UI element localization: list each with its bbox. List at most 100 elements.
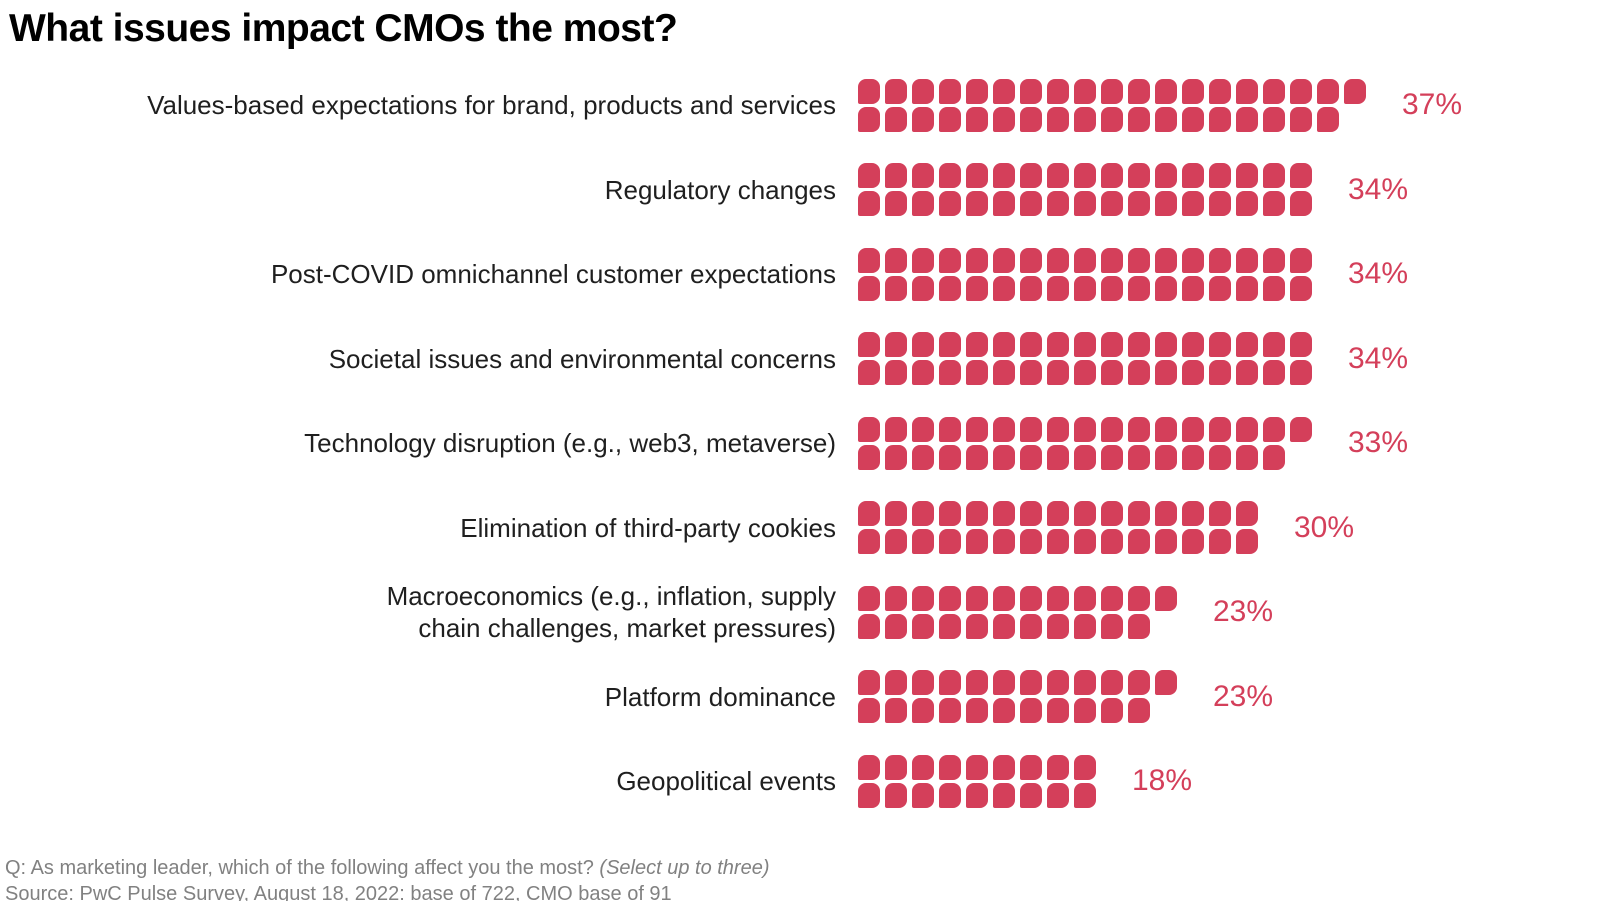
unit-square	[1182, 360, 1204, 386]
unit-square	[1101, 529, 1123, 555]
unit-square	[1182, 275, 1204, 301]
unit-square	[1155, 332, 1177, 358]
unit-square	[885, 782, 907, 808]
unit-square	[1182, 501, 1204, 527]
unit-square	[1047, 613, 1069, 639]
chart-row: Technology disruption (e.g., web3, metav…	[0, 401, 1601, 486]
unit-square	[939, 163, 961, 189]
unit-square	[1155, 585, 1177, 611]
chart-footer: Q: As marketing leader, which of the fol…	[5, 855, 1601, 901]
unit-square	[1074, 698, 1096, 724]
unit-square	[993, 529, 1015, 555]
unit-square	[1290, 247, 1312, 273]
pictogram-bar	[858, 501, 1258, 555]
unit-square	[1155, 360, 1177, 386]
chart-row: Values-based expectations for brand, pro…	[0, 63, 1601, 148]
unit-square	[1074, 360, 1096, 386]
unit-square	[939, 275, 961, 301]
unit-square	[966, 247, 988, 273]
unit-square	[1020, 782, 1042, 808]
unit-square	[1020, 275, 1042, 301]
unit-square	[1128, 78, 1150, 104]
unit-square	[1155, 247, 1177, 273]
unit-square	[993, 670, 1015, 696]
pictogram-bar	[858, 78, 1366, 132]
unit-square	[1074, 670, 1096, 696]
unit-square	[993, 698, 1015, 724]
chart-row: Elimination of third-party cookies 30%	[0, 486, 1601, 571]
unit-square	[1101, 585, 1123, 611]
unit-square	[885, 670, 907, 696]
unit-square	[1101, 360, 1123, 386]
unit-square	[1101, 416, 1123, 442]
square-row	[858, 585, 1177, 611]
unit-square	[1263, 416, 1285, 442]
unit-square	[1101, 275, 1123, 301]
pictogram-bar	[858, 332, 1312, 386]
unit-square	[858, 670, 880, 696]
unit-square	[912, 501, 934, 527]
chart-row: Platform dominance 23%	[0, 655, 1601, 740]
unit-square	[1263, 106, 1285, 132]
unit-square	[993, 247, 1015, 273]
unit-square	[1047, 444, 1069, 470]
unit-square	[1128, 670, 1150, 696]
unit-square	[1074, 585, 1096, 611]
unit-square	[1047, 698, 1069, 724]
unit-square	[885, 106, 907, 132]
unit-square	[939, 360, 961, 386]
square-row	[858, 782, 1096, 808]
chart-row: Regulatory changes 34%	[0, 148, 1601, 233]
unit-square	[912, 360, 934, 386]
unit-square	[1236, 191, 1258, 217]
unit-square	[939, 444, 961, 470]
footer-question: Q: As marketing leader, which of the fol…	[5, 855, 1601, 881]
unit-square	[1047, 782, 1069, 808]
footer-question-text: Q: As marketing leader, which of the fol…	[5, 856, 600, 879]
unit-square	[858, 754, 880, 780]
unit-square	[912, 247, 934, 273]
chart-title: What issues impact CMOs the most?	[9, 7, 678, 50]
unit-square	[966, 444, 988, 470]
unit-square	[993, 782, 1015, 808]
unit-square	[1290, 78, 1312, 104]
unit-square	[966, 416, 988, 442]
unit-square	[1317, 106, 1339, 132]
unit-square	[1074, 416, 1096, 442]
value-label: 23%	[1213, 679, 1274, 713]
unit-square	[1128, 613, 1150, 639]
unit-square	[993, 416, 1015, 442]
square-row	[858, 163, 1312, 189]
unit-square	[885, 247, 907, 273]
unit-square	[1155, 78, 1177, 104]
category-label: Technology disruption (e.g., web3, metav…	[304, 428, 836, 459]
unit-square	[1155, 670, 1177, 696]
unit-square	[1074, 444, 1096, 470]
unit-square	[939, 670, 961, 696]
unit-square	[1101, 191, 1123, 217]
unit-square	[993, 613, 1015, 639]
unit-square	[885, 529, 907, 555]
unit-square	[1209, 416, 1231, 442]
unit-square	[1209, 360, 1231, 386]
unit-square	[885, 275, 907, 301]
unit-square	[939, 191, 961, 217]
unit-square	[993, 332, 1015, 358]
unit-square	[1020, 754, 1042, 780]
unit-square	[1236, 332, 1258, 358]
unit-square	[912, 332, 934, 358]
unit-square	[1047, 78, 1069, 104]
unit-square	[1209, 247, 1231, 273]
unit-square	[1047, 332, 1069, 358]
unit-square	[939, 585, 961, 611]
unit-square	[1344, 78, 1366, 104]
unit-square	[885, 416, 907, 442]
unit-square	[1020, 613, 1042, 639]
unit-square	[1074, 782, 1096, 808]
unit-square	[1020, 416, 1042, 442]
square-row	[858, 754, 1096, 780]
value-label: 30%	[1294, 510, 1355, 544]
unit-square	[858, 416, 880, 442]
unit-square	[1155, 191, 1177, 217]
unit-square	[1101, 698, 1123, 724]
